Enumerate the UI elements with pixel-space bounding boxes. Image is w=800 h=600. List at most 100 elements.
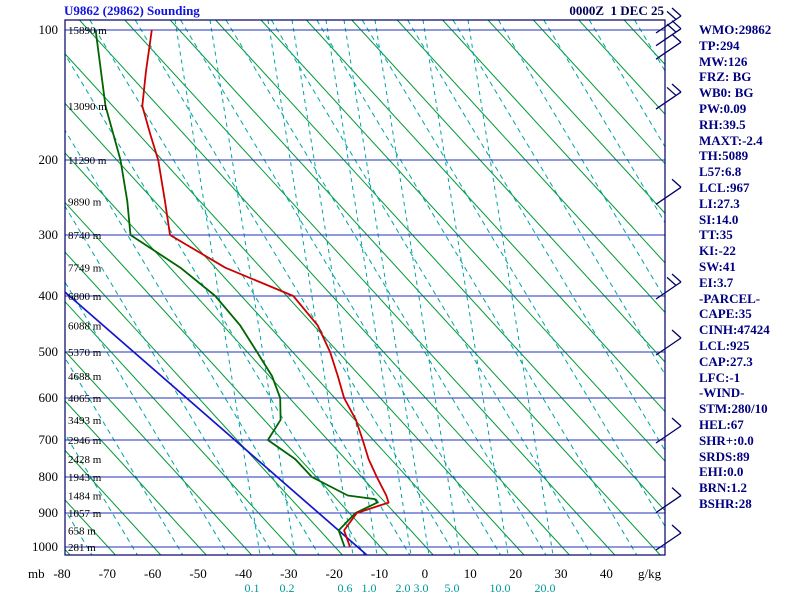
wind-barb — [655, 329, 682, 356]
wind-barb — [655, 417, 682, 444]
mixing-ratio-label: 0.2 — [280, 581, 295, 595]
stat-line: LI:27.3 — [699, 195, 740, 211]
dry-adiabat-line — [79, 20, 570, 555]
moist-adiabat-line — [316, 20, 638, 555]
pressure-tick-label: 700 — [39, 432, 59, 447]
moist-adiabat-line — [270, 20, 592, 555]
height-label: 1484 m — [68, 491, 102, 503]
pressure-tick-label: 600 — [39, 390, 59, 405]
pressure-tick-label: 100 — [39, 22, 59, 37]
stat-line: HEL:67 — [699, 416, 744, 432]
height-label: 281 m — [68, 542, 96, 554]
stat-line: MW:126 — [699, 53, 748, 69]
moist-adiabat-line — [180, 20, 502, 555]
mixing-ratio-line — [325, 20, 412, 555]
height-label: 1057 m — [68, 508, 102, 520]
stat-line: TH:5089 — [699, 148, 749, 164]
dry-adiabat-line — [578, 20, 665, 115]
temp-tick-label: -50 — [189, 566, 206, 581]
chart-title: U9862 (29862) Sounding — [64, 3, 200, 18]
dry-adiabat-line — [260, 20, 665, 462]
stat-line: WMO:29862 — [699, 22, 772, 37]
moist-adiabat-line — [543, 20, 665, 224]
dry-adiabat-line — [65, 201, 389, 555]
dry-adiabat-line — [65, 449, 162, 555]
height-label: 2946 m — [68, 435, 102, 447]
stat-line: KI:-22 — [699, 243, 736, 259]
height-label: 1943 m — [68, 472, 102, 484]
temp-tick-label: -40 — [235, 566, 252, 581]
dry-adiabat-line — [124, 20, 616, 555]
mixing-ratio-label: 5.0 — [445, 581, 460, 595]
moist-adiabat-line — [65, 53, 365, 555]
temp-tick-label: -80 — [53, 566, 70, 581]
height-label: 5370 m — [68, 347, 102, 359]
stat-line: LFC:-1 — [699, 369, 741, 385]
wind-barb — [655, 83, 682, 110]
mixing-ratio-line — [422, 20, 509, 555]
dry-adiabat-line — [65, 251, 343, 555]
stat-line: PW:0.09 — [699, 100, 747, 116]
wind-barb — [655, 273, 682, 300]
mixing-ratio-label: 0.1 — [245, 581, 260, 595]
mixing-ratio-line — [209, 20, 296, 555]
chart-datetime: 0000Z 1 DEC 25 — [569, 3, 664, 18]
pressure-tick-label: 900 — [39, 505, 59, 520]
mixing-ratio-label: 10.0 — [490, 581, 511, 595]
mixing-ratio-label: 3.0 — [414, 581, 429, 595]
height-label: 4688 m — [68, 371, 102, 383]
wind-barb — [655, 178, 682, 205]
dry-adiabat-line — [306, 20, 665, 413]
dry-adiabat-line — [65, 53, 525, 555]
dry-adiabat-line — [65, 400, 207, 555]
mixing-axis-unit: g/kg — [638, 566, 662, 581]
stat-line: -PARCEL- — [699, 290, 761, 306]
temp-tick-label: 0 — [422, 566, 429, 581]
moist-adiabat-line — [65, 281, 229, 555]
temp-tick-label: 30 — [554, 566, 567, 581]
temp-tick-label: -20 — [325, 566, 342, 581]
temp-tick-label: 10 — [464, 566, 477, 581]
moist-adiabat-line — [89, 20, 411, 555]
mixing-ratio-line — [343, 20, 430, 555]
stat-line: WB0: BG — [699, 85, 754, 101]
dry-adiabat-line — [169, 20, 661, 555]
temp-tick-label: -30 — [280, 566, 297, 581]
wind-barb — [655, 33, 682, 60]
plot-frame — [64, 19, 666, 556]
mixing-ratio-line — [174, 20, 261, 555]
wind-barb — [655, 487, 682, 514]
mixing-ratio-label: 0.6 — [338, 581, 353, 595]
pressure-tick-label: 1000 — [32, 539, 58, 554]
pressure-tick-label: 400 — [39, 288, 59, 303]
height-label: 658 m — [68, 525, 96, 537]
dry-adiabat-line — [65, 350, 252, 555]
dry-adiabat-line — [442, 20, 665, 264]
temp-tick-label: 20 — [509, 566, 522, 581]
wind-barb — [655, 7, 682, 34]
stat-line: FRZ: BG — [699, 69, 752, 85]
stats-panel: WMO:29862 TP:294 MW:126 FRZ: BG WB0: BG PW:0.… — [699, 22, 771, 512]
pressure-tick-label: 800 — [39, 469, 59, 484]
stat-line: LCL:925 — [699, 337, 750, 353]
moist-adiabat-line — [452, 20, 665, 376]
height-label: 11290 m — [68, 155, 107, 167]
traces — [65, 29, 390, 555]
mixing-ratio-line — [291, 20, 378, 555]
stat-line: -WIND- — [699, 385, 745, 401]
dry-adiabat-line — [65, 300, 298, 555]
dry-adiabat-line — [215, 20, 665, 512]
stat-line: CINH:47424 — [699, 322, 770, 338]
dewpoint-trace — [94, 29, 379, 548]
moist-adiabat-line — [407, 20, 665, 452]
temp-tick-label: -10 — [371, 566, 388, 581]
height-label: 9890 m — [68, 196, 102, 208]
stat-line: LCL:967 — [699, 179, 750, 195]
stat-line: EI:3.7 — [699, 274, 734, 290]
moist-adiabat-line — [588, 20, 665, 148]
dry-adiabat-line — [351, 20, 665, 363]
height-label: 4065 m — [68, 393, 102, 405]
temp-tick-label: -60 — [144, 566, 161, 581]
